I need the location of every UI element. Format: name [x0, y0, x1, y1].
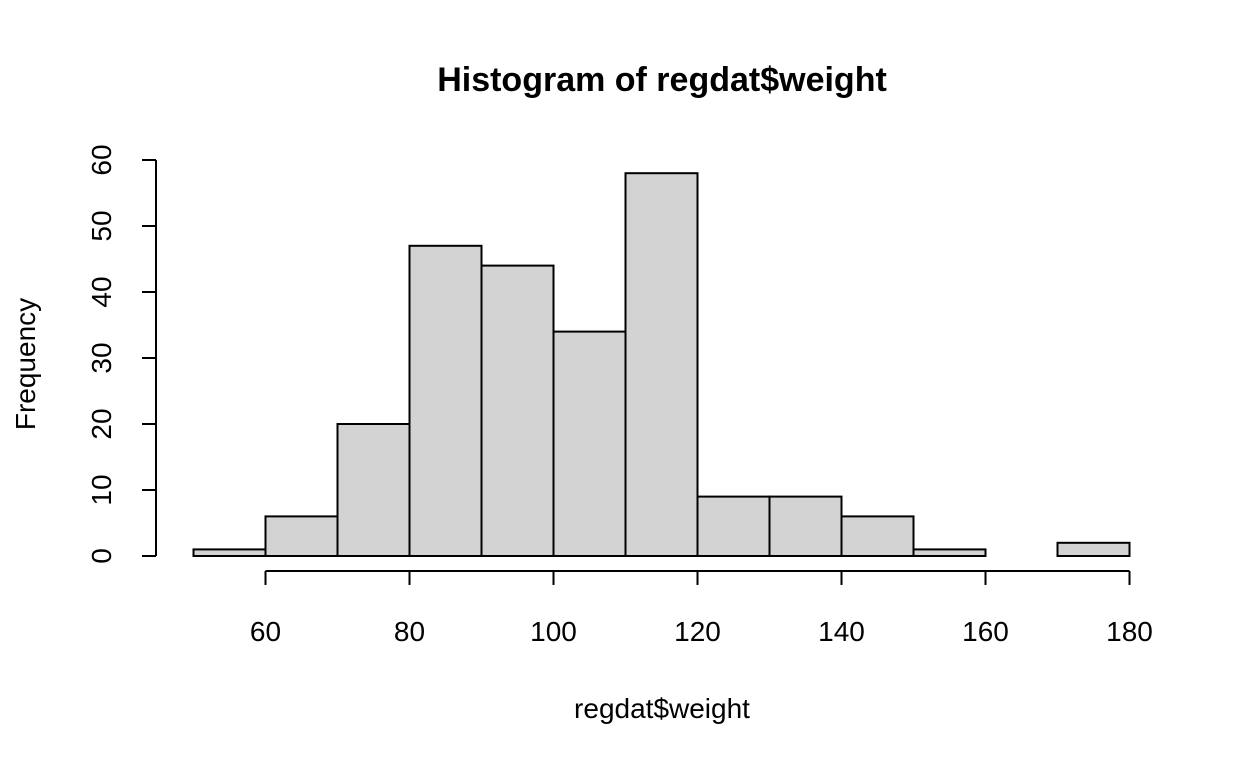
y-tick-label: 60: [86, 144, 117, 175]
y-tick-label: 10: [86, 474, 117, 505]
y-tick-label: 40: [86, 276, 117, 307]
x-tick-label: 120: [674, 616, 721, 647]
histogram-bar: [408, 244, 483, 558]
chart-title: Histogram of regdat$weight: [437, 61, 887, 99]
y-tick-label: 20: [86, 408, 117, 439]
histogram-bar: [336, 423, 411, 557]
histogram-bar: [624, 172, 699, 557]
histogram-bars: [192, 172, 1131, 558]
histogram-bar: [264, 515, 339, 558]
x-axis-label: regdat$weight: [574, 693, 750, 724]
x-tick-label: 60: [250, 616, 281, 647]
histogram-bar: [192, 548, 267, 558]
x-tick-label: 140: [818, 616, 865, 647]
y-axis-label: Frequency: [10, 298, 41, 430]
y-tick-label: 30: [86, 342, 117, 373]
histogram-bar: [840, 515, 915, 558]
x-tick-label: 100: [530, 616, 577, 647]
histogram-bar: [768, 495, 843, 558]
y-tick-label: 0: [86, 548, 117, 564]
x-axis: 60 80 100 120 140 160 180: [250, 570, 1153, 647]
histogram-bar: [552, 330, 627, 557]
x-tick-label: 80: [394, 616, 425, 647]
histogram-bar: [912, 548, 987, 558]
histogram-bar: [1056, 541, 1131, 557]
y-axis: 0 10 20 30 40 50 60: [86, 144, 157, 564]
x-tick-label: 180: [1106, 616, 1153, 647]
x-tick-label: 160: [962, 616, 1009, 647]
histogram-bar: [696, 495, 771, 558]
y-tick-label: 50: [86, 210, 117, 241]
histogram-bar: [480, 264, 555, 557]
